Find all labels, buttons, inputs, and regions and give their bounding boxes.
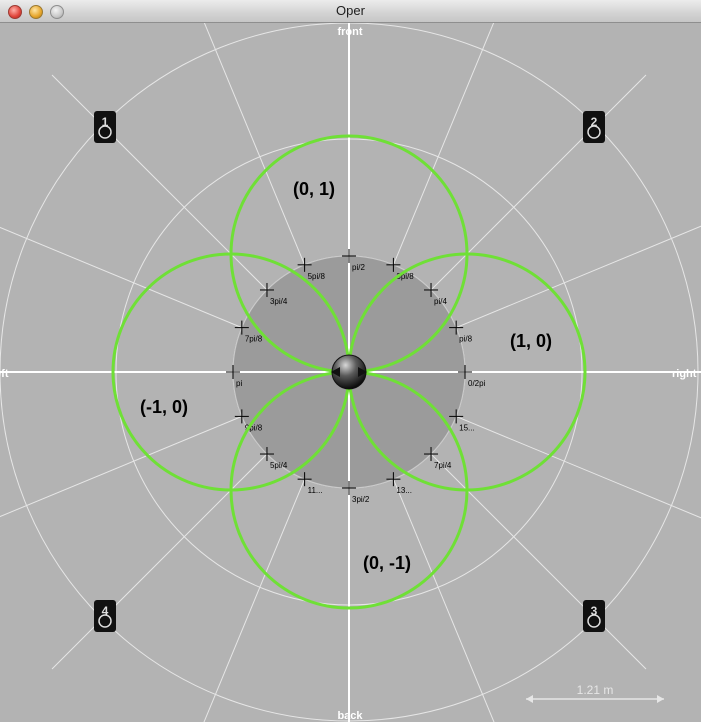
speaker-1-number: 1 <box>102 115 109 129</box>
marker-label-0: 0/2pi <box>468 379 486 388</box>
front-label: front <box>337 26 362 38</box>
marker-label-2: pi/4 <box>434 297 447 306</box>
marker-label-14: 7pi/4 <box>434 461 452 470</box>
marker-label-9: 9pi/8 <box>245 423 263 432</box>
title-bar[interactable]: Oper <box>0 0 701 23</box>
marker-label-8: pi <box>236 379 242 388</box>
speaker-2-number: 2 <box>591 115 598 129</box>
left-label: left <box>0 368 9 380</box>
marker-label-6: 3pi/4 <box>270 297 288 306</box>
right-label: right <box>672 368 697 380</box>
sound-field-canvas[interactable]: front back left right 0/2pi pi/8 pi/4 3pi/8… <box>0 23 701 722</box>
marker-label-3: 3pi/8 <box>396 272 414 281</box>
marker-label-15: 15... <box>459 423 475 432</box>
angle-markers: 0/2pi pi/8 pi/4 3pi/8 pi/2 5pi/8 3pi/4 7pi/8 pi 9… <box>226 249 486 504</box>
marker-label-5: 5pi/8 <box>308 272 326 281</box>
lobe-label-left: (-1, 0) <box>140 397 188 417</box>
window-title: Oper <box>336 3 365 18</box>
marker-label-10: 5pi/4 <box>270 461 288 470</box>
listener-head[interactable] <box>331 354 367 390</box>
scale-bar: 1.21 m <box>526 683 664 703</box>
marker-label-12: 3pi/2 <box>352 495 370 504</box>
zoom-button[interactable] <box>50 5 64 19</box>
marker-label-11: 11... <box>308 486 323 495</box>
marker-label-4: pi/2 <box>352 263 365 272</box>
speaker-4-number: 4 <box>102 604 109 618</box>
speaker-3[interactable]: 3 <box>583 600 605 632</box>
speaker-3-number: 3 <box>591 604 598 618</box>
lobe-label-front: (0, 1) <box>293 179 335 199</box>
lobe-label-right: (1, 0) <box>510 331 552 351</box>
speaker-1[interactable]: 1 <box>94 111 116 143</box>
close-button[interactable] <box>8 5 22 19</box>
marker-label-7: 7pi/8 <box>245 335 263 344</box>
marker-label-13: 13... <box>396 486 412 495</box>
speaker-2[interactable]: 2 <box>583 111 605 143</box>
minimize-button[interactable] <box>29 5 43 19</box>
back-label: back <box>337 710 363 722</box>
lobe-label-back: (0, -1) <box>363 553 411 573</box>
speaker-4[interactable]: 4 <box>94 600 116 632</box>
marker-label-1: pi/8 <box>459 335 472 344</box>
scale-label: 1.21 m <box>577 683 614 697</box>
